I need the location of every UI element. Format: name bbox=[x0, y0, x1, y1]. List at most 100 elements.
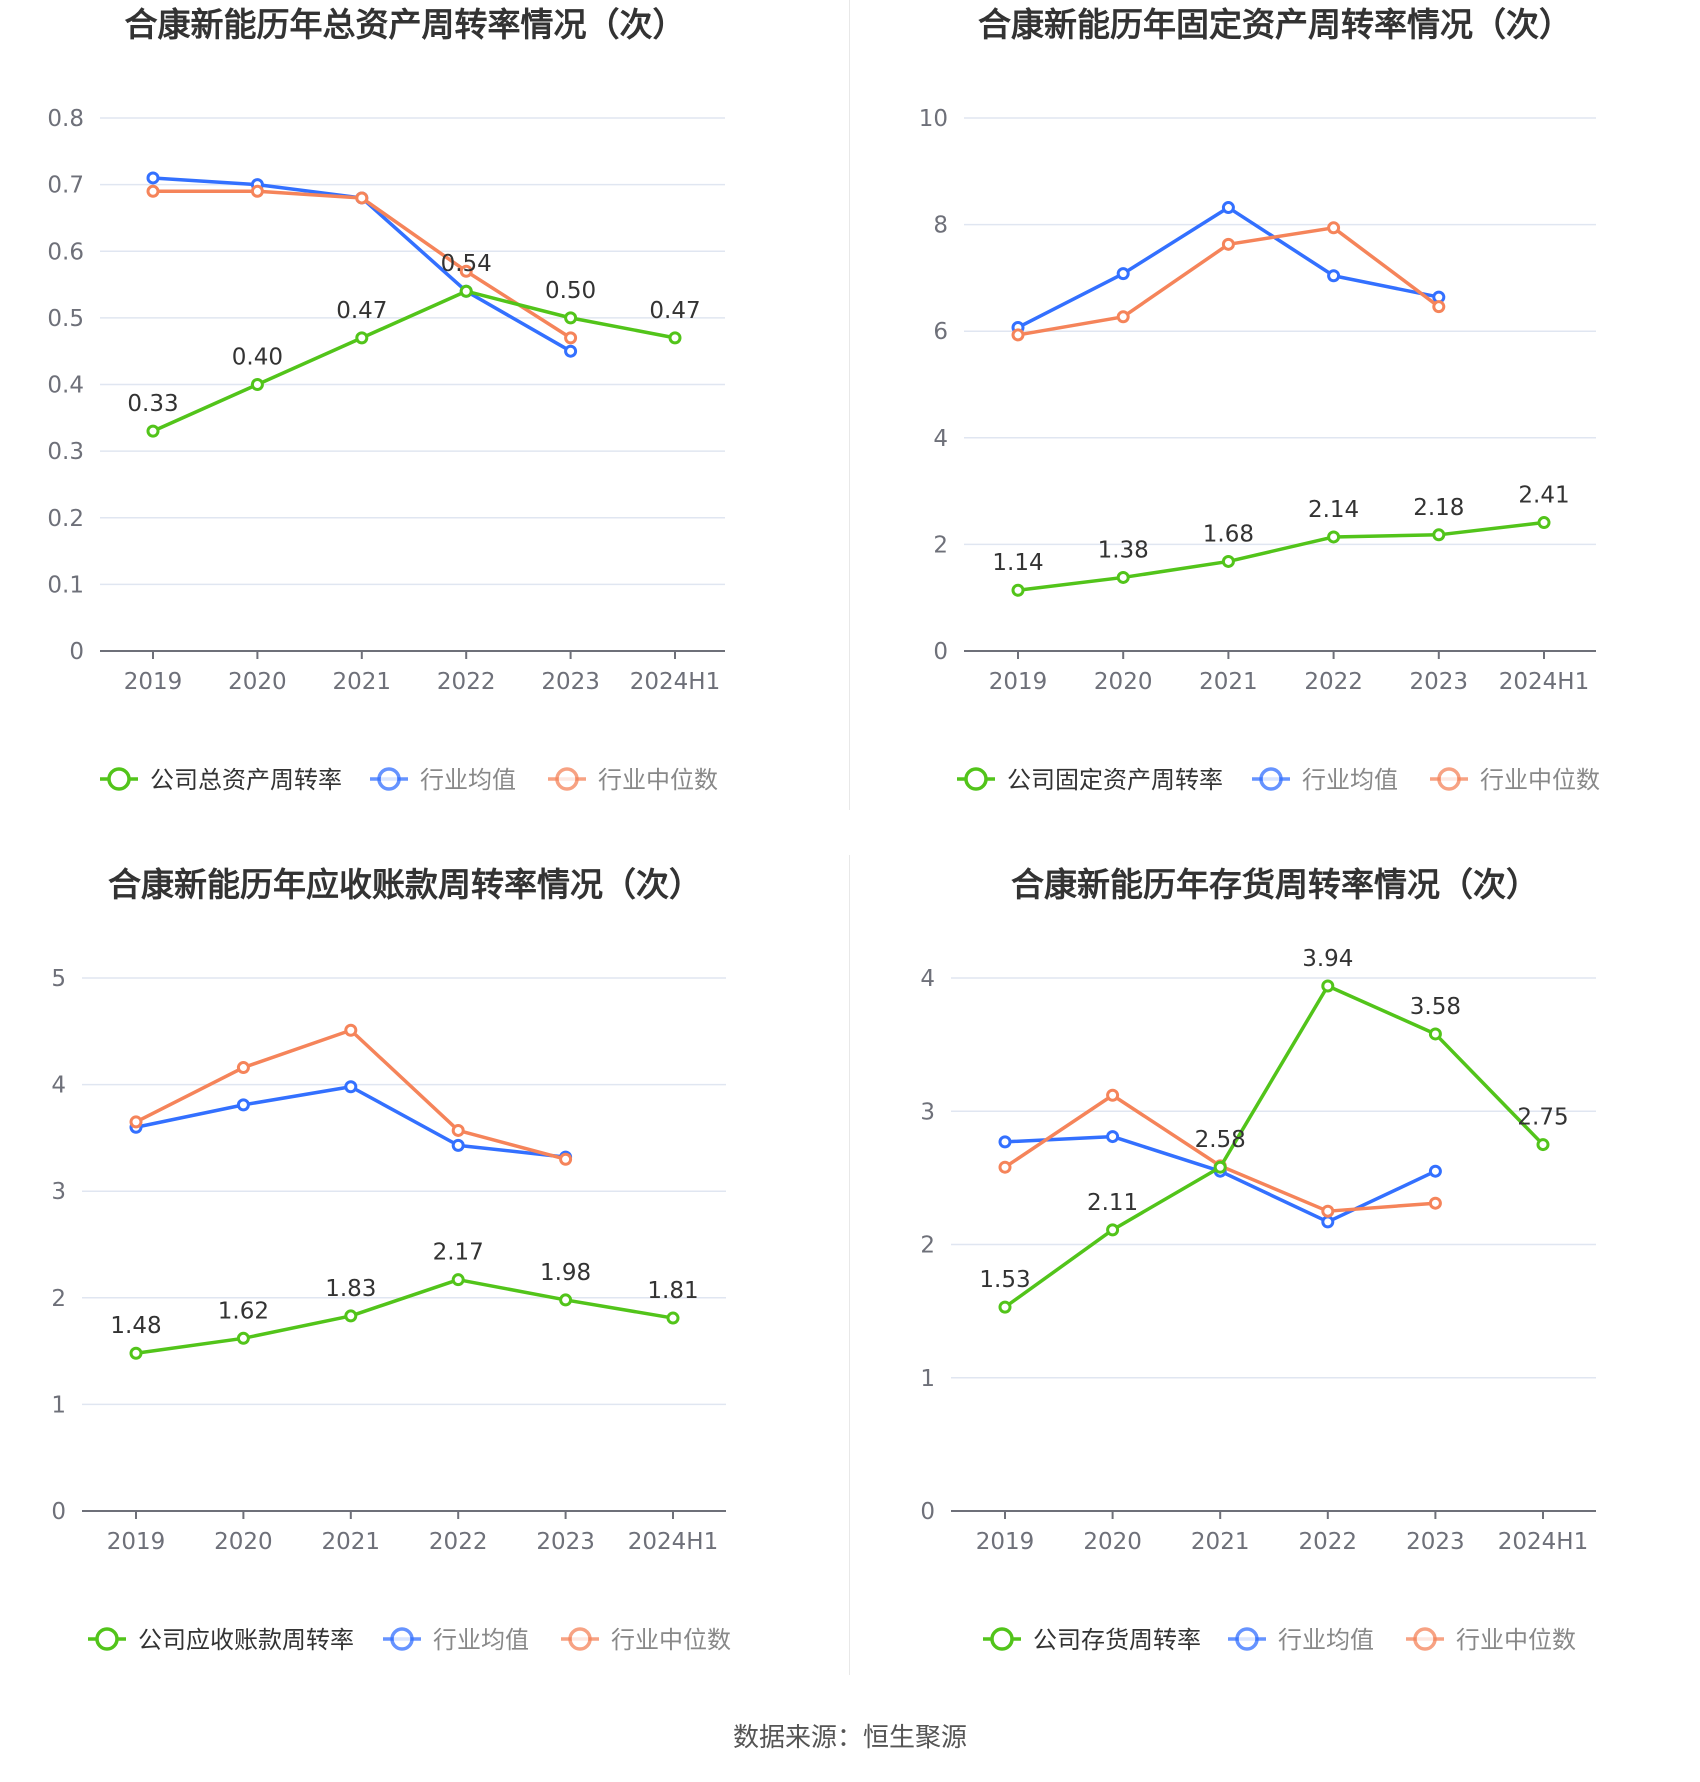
series-line-company bbox=[135, 1277, 674, 1355]
data-point-avg[interactable] bbox=[564, 344, 578, 358]
data-point-company[interactable] bbox=[129, 1346, 143, 1360]
data-point-company[interactable] bbox=[1321, 979, 1335, 993]
x-tick-label: 2021 bbox=[1199, 669, 1258, 695]
y-tick-label: 3 bbox=[51, 1179, 66, 1205]
data-point-median[interactable] bbox=[1432, 300, 1446, 314]
x-tick-label: 2021 bbox=[333, 669, 392, 695]
data-point-company[interactable] bbox=[559, 1293, 573, 1307]
legend-label: 公司总资产周转率 bbox=[150, 766, 342, 794]
legend-label: 行业中位数 bbox=[598, 766, 718, 794]
data-point-median[interactable] bbox=[1221, 237, 1235, 251]
data-point-median[interactable] bbox=[355, 191, 369, 205]
x-tick-label: 2024H1 bbox=[1498, 1529, 1588, 1555]
legend-item-median[interactable]: 行业中位数 bbox=[548, 766, 718, 794]
data-point-company[interactable] bbox=[236, 1331, 250, 1345]
y-tick-label: 6 bbox=[933, 319, 948, 345]
x-tick-label: 2019 bbox=[989, 669, 1048, 695]
chart-2: 合康新能历年固定资产周转率情况（次） 0 2 4 6 8 10 2019 2020 2021 202… bbox=[919, 5, 1600, 794]
y-tick-label: 0.2 bbox=[47, 506, 84, 532]
data-point-avg[interactable] bbox=[344, 1080, 358, 1094]
data-point-company[interactable] bbox=[146, 424, 160, 438]
data-point-median[interactable] bbox=[250, 184, 264, 198]
data-point-company[interactable] bbox=[1011, 583, 1025, 597]
data-point-company[interactable] bbox=[459, 284, 473, 298]
x-tick-label: 2022 bbox=[429, 1529, 488, 1555]
series-line-avg bbox=[135, 1084, 566, 1159]
data-point-company[interactable] bbox=[344, 1309, 358, 1323]
legend-item-median[interactable]: 行业中位数 bbox=[1430, 766, 1600, 794]
data-point-avg[interactable] bbox=[1106, 1130, 1120, 1144]
data-point-company[interactable] bbox=[668, 331, 682, 345]
legend-item-company[interactable]: 公司固定资产周转率 bbox=[957, 766, 1223, 794]
data-point-company[interactable] bbox=[564, 311, 578, 325]
data-point-company[interactable] bbox=[1116, 570, 1130, 584]
data-point-median[interactable] bbox=[236, 1061, 250, 1075]
legend-marker bbox=[1235, 1627, 1259, 1651]
data-label: 1.14 bbox=[992, 550, 1043, 576]
data-label: 0.47 bbox=[336, 298, 387, 324]
legend-item-avg[interactable]: 行业均值 bbox=[1228, 1626, 1374, 1654]
data-point-company[interactable] bbox=[998, 1300, 1012, 1314]
data-point-company[interactable] bbox=[1432, 528, 1446, 542]
legend-item-company[interactable]: 公司存货周转率 bbox=[983, 1626, 1201, 1654]
y-tick-label: 0.5 bbox=[47, 306, 84, 332]
data-point-avg[interactable] bbox=[1428, 1164, 1442, 1178]
x-tick-label: 2020 bbox=[214, 1529, 273, 1555]
data-point-avg[interactable] bbox=[1116, 267, 1130, 281]
data-point-median[interactable] bbox=[1327, 221, 1341, 235]
data-label: 1.62 bbox=[218, 1298, 269, 1324]
legend-marker bbox=[555, 767, 579, 791]
data-point-company[interactable] bbox=[666, 1311, 680, 1325]
data-point-avg[interactable] bbox=[1221, 201, 1235, 215]
data-point-median[interactable] bbox=[1321, 1204, 1335, 1218]
legend-item-avg[interactable]: 行业均值 bbox=[370, 766, 516, 794]
data-point-company[interactable] bbox=[1327, 530, 1341, 544]
legend-item-company[interactable]: 公司总资产周转率 bbox=[100, 766, 342, 794]
data-point-median[interactable] bbox=[129, 1115, 143, 1129]
legend-item-median[interactable]: 行业中位数 bbox=[1406, 1626, 1576, 1654]
data-point-median[interactable] bbox=[1011, 328, 1025, 342]
data-point-company[interactable] bbox=[355, 331, 369, 345]
data-point-company[interactable] bbox=[1537, 516, 1551, 530]
data-point-company[interactable] bbox=[1221, 554, 1235, 568]
data-point-median[interactable] bbox=[1428, 1196, 1442, 1210]
data-point-avg[interactable] bbox=[146, 171, 160, 185]
data-point-avg[interactable] bbox=[1321, 1215, 1335, 1229]
legend-marker bbox=[990, 1627, 1014, 1651]
legend-item-median[interactable]: 行业中位数 bbox=[561, 1626, 731, 1654]
data-point-median[interactable] bbox=[1106, 1088, 1120, 1102]
data-point-company[interactable] bbox=[1428, 1027, 1442, 1041]
data-point-median[interactable] bbox=[564, 331, 578, 345]
legend-item-avg[interactable]: 行业均值 bbox=[1252, 766, 1398, 794]
legend-item-company[interactable]: 公司应收账款周转率 bbox=[88, 1626, 354, 1654]
y-tick-label: 0 bbox=[920, 1499, 935, 1525]
data-point-median[interactable] bbox=[459, 264, 473, 278]
data-point-median[interactable] bbox=[559, 1152, 573, 1166]
data-point-avg[interactable] bbox=[236, 1098, 250, 1112]
data-point-median[interactable] bbox=[146, 184, 160, 198]
x-tick-label: 2024H1 bbox=[1499, 669, 1589, 695]
data-point-company[interactable] bbox=[1213, 1160, 1227, 1174]
x-tick-label: 2024H1 bbox=[630, 669, 720, 695]
x-tick-label: 2022 bbox=[1299, 1529, 1358, 1555]
x-tick-label: 2021 bbox=[1191, 1529, 1250, 1555]
data-label: 2.18 bbox=[1413, 495, 1464, 521]
data-point-median[interactable] bbox=[451, 1123, 465, 1137]
data-label: 1.81 bbox=[647, 1278, 698, 1304]
legend-marker bbox=[1413, 1627, 1437, 1651]
data-point-avg[interactable] bbox=[451, 1138, 465, 1152]
data-label: 2.58 bbox=[1195, 1127, 1246, 1153]
y-tick-label: 4 bbox=[920, 966, 935, 992]
data-point-company[interactable] bbox=[1106, 1223, 1120, 1237]
data-point-company[interactable] bbox=[1536, 1138, 1550, 1152]
data-point-avg[interactable] bbox=[998, 1135, 1012, 1149]
data-point-company[interactable] bbox=[451, 1273, 465, 1287]
data-point-median[interactable] bbox=[344, 1023, 358, 1037]
data-point-avg[interactable] bbox=[1327, 269, 1341, 283]
legend-item-avg[interactable]: 行业均值 bbox=[383, 1626, 529, 1654]
chart-title: 合康新能历年总资产周转率情况（次） bbox=[125, 5, 686, 44]
data-point-median[interactable] bbox=[1116, 310, 1130, 324]
data-point-median[interactable] bbox=[998, 1160, 1012, 1174]
y-tick-label: 8 bbox=[933, 213, 948, 239]
data-point-company[interactable] bbox=[250, 378, 264, 391]
